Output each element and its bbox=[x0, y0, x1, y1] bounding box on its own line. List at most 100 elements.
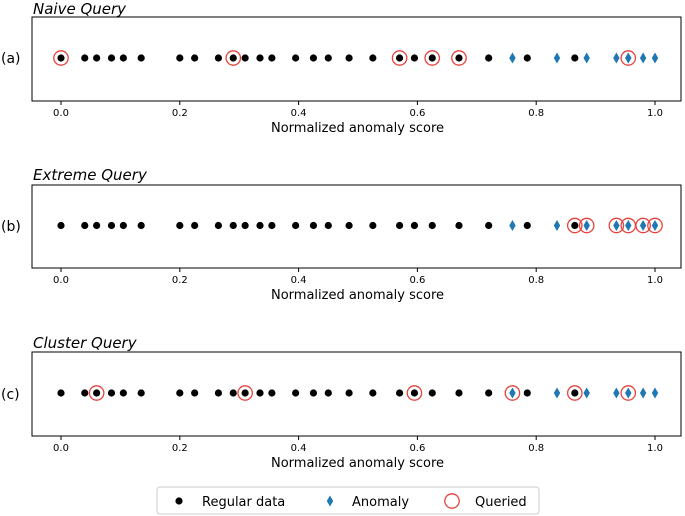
regular-point bbox=[324, 389, 332, 397]
queried-marker bbox=[424, 50, 441, 66]
queried-marker bbox=[53, 50, 69, 66]
regular-point bbox=[268, 389, 276, 397]
regular-point bbox=[57, 221, 65, 230]
legend-label-regular: Regular data bbox=[202, 495, 285, 510]
legend-frame bbox=[156, 486, 540, 515]
x-axis-label: Normalized anomaly score bbox=[271, 121, 444, 136]
queried-marker bbox=[88, 385, 105, 401]
regular-point bbox=[57, 54, 65, 62]
regular-point bbox=[176, 389, 184, 397]
regular-point bbox=[81, 389, 89, 397]
x-tick-label: 0.4 bbox=[291, 108, 307, 119]
regular-point bbox=[214, 54, 223, 62]
x-tick-label: 1.0 bbox=[647, 275, 663, 286]
x-tick-label: 0.6 bbox=[409, 108, 425, 119]
regular-point bbox=[292, 54, 300, 62]
panel-0: Naive Query (a) 0.0 0.2 0.4 0.6 0.8 1.0 Normaliz… bbox=[1, 0, 682, 136]
regular-point bbox=[455, 389, 463, 397]
regular-point bbox=[395, 221, 404, 230]
anomaly-point bbox=[639, 387, 647, 399]
anomaly-point bbox=[625, 387, 632, 399]
regular-point bbox=[137, 389, 145, 397]
queried-marker bbox=[225, 50, 242, 66]
regular-point bbox=[256, 221, 264, 230]
queried-marker bbox=[620, 50, 637, 66]
regular-point bbox=[119, 221, 127, 230]
anomaly-point bbox=[509, 52, 516, 64]
x-tick-label: 0.6 bbox=[409, 275, 425, 286]
regular-point bbox=[369, 54, 377, 62]
plot-frame bbox=[31, 16, 682, 102]
regular-point bbox=[268, 54, 276, 62]
panel-2: Cluster Query (c) 0.0 0.2 0.4 0.6 0.8 1.0 Normal… bbox=[1, 334, 682, 471]
x-tick-label: 0.4 bbox=[291, 275, 307, 286]
legend: Regular data Anomaly Queried bbox=[156, 486, 540, 515]
legend-queried-marker bbox=[444, 493, 460, 509]
anomaly-point bbox=[509, 387, 516, 399]
regular-point bbox=[428, 54, 436, 62]
regular-point bbox=[214, 389, 223, 397]
x-axis-label: Normalized anomaly score bbox=[271, 456, 444, 471]
plot-frame bbox=[31, 184, 682, 269]
regular-point bbox=[292, 221, 300, 230]
x-tick-label: 0.4 bbox=[291, 443, 307, 454]
regular-point bbox=[345, 221, 353, 230]
regular-point bbox=[345, 389, 353, 397]
regular-point bbox=[485, 221, 493, 230]
regular-point bbox=[369, 389, 377, 397]
anomaly-point bbox=[509, 220, 516, 231]
queried-marker bbox=[635, 217, 651, 234]
queried-marker bbox=[566, 385, 583, 401]
anomaly-point bbox=[613, 52, 620, 64]
regular-point bbox=[345, 54, 353, 62]
regular-point bbox=[81, 221, 89, 230]
queried-marker bbox=[451, 50, 467, 66]
panel-label: (c) bbox=[1, 387, 20, 403]
queried-marker bbox=[608, 217, 625, 234]
regular-point bbox=[176, 54, 184, 62]
regular-point bbox=[309, 221, 318, 230]
regular-point bbox=[395, 54, 404, 62]
anomaly-point bbox=[651, 387, 659, 399]
regular-point bbox=[241, 389, 249, 397]
panel-title: Cluster Query bbox=[33, 334, 138, 352]
regular-point bbox=[369, 221, 377, 230]
regular-point bbox=[324, 221, 332, 230]
x-tick-label: 1.0 bbox=[647, 443, 663, 454]
anomaly-point bbox=[583, 220, 590, 231]
x-tick-label: 1.0 bbox=[647, 108, 663, 119]
regular-point bbox=[229, 54, 237, 62]
regular-point bbox=[191, 389, 199, 397]
regular-point bbox=[119, 389, 127, 397]
x-tick-label: 0.0 bbox=[53, 443, 69, 454]
regular-point bbox=[191, 221, 199, 230]
regular-point bbox=[410, 54, 419, 62]
anomaly-point bbox=[625, 220, 632, 231]
regular-point bbox=[455, 221, 463, 230]
x-tick-label: 0.8 bbox=[528, 275, 544, 286]
queried-marker bbox=[391, 50, 408, 66]
regular-point bbox=[137, 54, 145, 62]
regular-point bbox=[571, 221, 579, 230]
regular-point bbox=[214, 221, 223, 230]
queried-marker bbox=[578, 217, 595, 234]
regular-point bbox=[229, 389, 237, 397]
regular-point bbox=[119, 54, 127, 62]
regular-point bbox=[57, 389, 65, 397]
queried-marker bbox=[647, 217, 663, 234]
regular-point bbox=[485, 389, 493, 397]
regular-point bbox=[395, 389, 404, 397]
regular-point bbox=[309, 389, 318, 397]
regular-point bbox=[256, 389, 264, 397]
anomaly-point bbox=[583, 52, 590, 64]
x-tick-label: 0.2 bbox=[172, 443, 188, 454]
panel-title: Extreme Query bbox=[33, 166, 148, 184]
regular-point bbox=[410, 221, 419, 230]
queried-marker bbox=[504, 385, 521, 401]
legend-label-anomaly: Anomaly bbox=[352, 495, 409, 510]
legend-label-queried: Queried bbox=[475, 495, 527, 510]
x-tick-label: 0.2 bbox=[172, 275, 188, 286]
regular-point bbox=[107, 389, 116, 397]
anomaly-point bbox=[613, 220, 620, 231]
